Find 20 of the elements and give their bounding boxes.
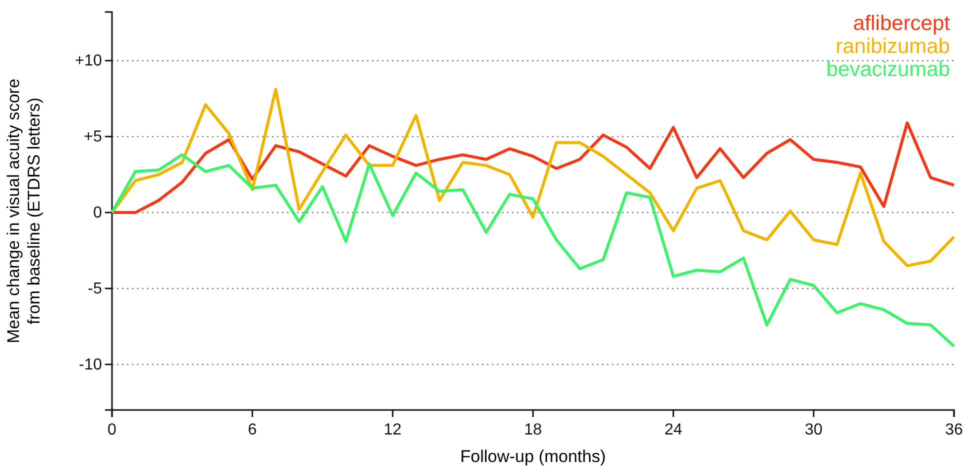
y-tick-label: +5 bbox=[84, 128, 102, 146]
text: aflibercept bbox=[853, 12, 950, 35]
x-tick-label: 18 bbox=[524, 421, 542, 438]
x-tick-label: 6 bbox=[248, 421, 257, 438]
line-series bbox=[110, 121, 956, 214]
x-tick-label: 30 bbox=[804, 421, 823, 438]
x-tick-label: 36 bbox=[945, 421, 963, 438]
y-axis-title: Mean change in visual acuity score from baseline (ETDRS letters) bbox=[4, 78, 44, 344]
line-series bbox=[110, 88, 956, 268]
y-tick-label: -10 bbox=[78, 356, 102, 374]
x-axis-title: Follow-up (months) bbox=[460, 447, 606, 466]
text: bevacizumab bbox=[826, 58, 950, 81]
x-tick-label: 12 bbox=[384, 421, 402, 438]
x-tick-label: 24 bbox=[664, 421, 682, 438]
text: ranibizumab bbox=[836, 35, 950, 58]
line-series bbox=[110, 153, 956, 348]
x-tick-label: 0 bbox=[108, 421, 117, 438]
y-tick-label: +10 bbox=[74, 52, 102, 70]
y-tick-label: -5 bbox=[88, 280, 102, 298]
y-tick-label: 0 bbox=[93, 204, 102, 222]
